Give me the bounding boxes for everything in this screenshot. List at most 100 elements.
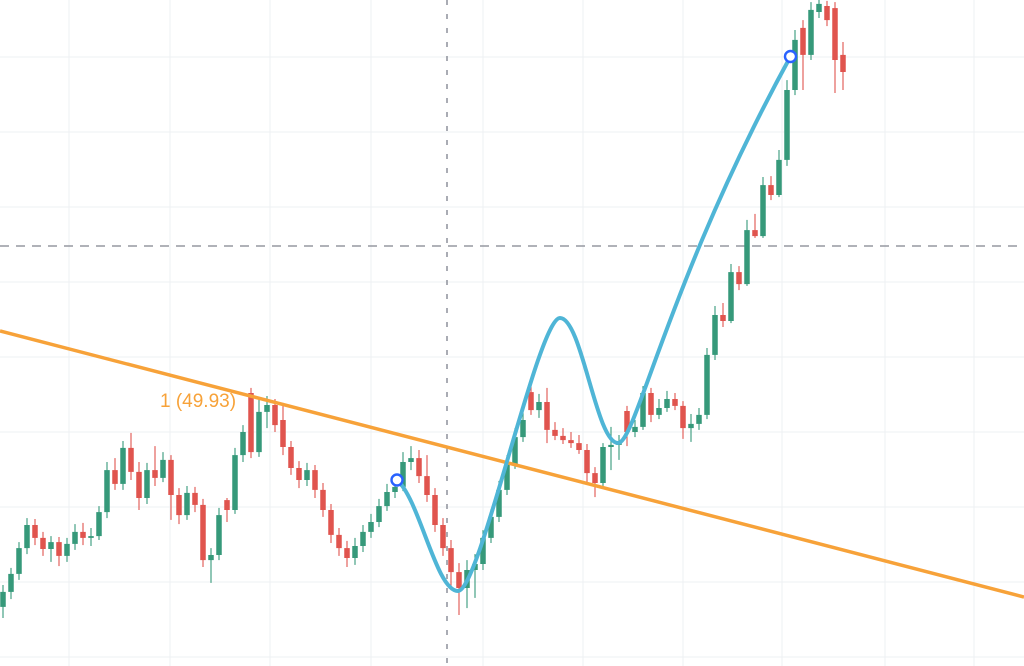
candle-down xyxy=(544,387,550,444)
candle-down xyxy=(136,462,142,510)
candle-up xyxy=(96,506,102,540)
candle-up xyxy=(704,348,710,420)
candle-up xyxy=(88,528,94,546)
trendline-label[interactable]: 1 (49.93) xyxy=(160,391,236,412)
candle-up xyxy=(632,420,638,438)
candle-down xyxy=(200,498,206,567)
candle-down xyxy=(424,455,430,502)
candle-up xyxy=(104,462,110,519)
candle-up xyxy=(376,498,382,528)
candle-down xyxy=(32,519,38,546)
candle-down xyxy=(432,488,438,532)
candle-down xyxy=(224,498,230,522)
candle-down xyxy=(824,0,830,27)
candle-up xyxy=(72,524,78,550)
candle-up xyxy=(384,483,390,511)
candle-up xyxy=(616,435,622,460)
candle-up xyxy=(816,0,822,18)
candle-down xyxy=(448,540,454,591)
candle-down xyxy=(280,402,286,456)
candle-down xyxy=(840,42,846,90)
candle-up xyxy=(728,264,734,324)
candle-up xyxy=(160,452,166,483)
candle-down xyxy=(248,387,254,459)
candle-down xyxy=(176,488,182,525)
candle-down xyxy=(320,483,326,517)
candle-up xyxy=(808,2,814,60)
candle-up xyxy=(8,567,14,600)
candle-down xyxy=(328,504,334,543)
candle-up xyxy=(208,548,214,583)
candle-down xyxy=(736,266,742,291)
candle-down xyxy=(832,2,838,93)
candle-down xyxy=(152,446,158,486)
candle-up xyxy=(792,30,798,96)
trendline[interactable] xyxy=(0,329,1024,599)
candle-up xyxy=(216,507,222,561)
candle-up xyxy=(656,399,662,420)
curve-anchor-end[interactable] xyxy=(783,49,798,64)
candle-up xyxy=(240,425,246,462)
candle-up xyxy=(696,408,702,430)
candle-down xyxy=(40,531,46,556)
candle-up xyxy=(120,441,126,490)
candle-down xyxy=(624,405,630,447)
candle-up xyxy=(304,462,310,486)
candle-down xyxy=(128,432,134,480)
curve-path[interactable] xyxy=(395,54,793,594)
candle-up xyxy=(64,537,70,562)
candle-down xyxy=(336,528,342,556)
candle-down xyxy=(568,432,574,448)
candle-down xyxy=(344,540,350,567)
candle-down xyxy=(800,20,806,90)
curve-anchor-start[interactable] xyxy=(390,473,404,487)
candle-down xyxy=(560,428,566,444)
candle-down xyxy=(440,518,446,556)
candle-down xyxy=(672,393,678,411)
candle-up xyxy=(688,414,694,442)
candle-up xyxy=(184,486,190,520)
candles-layer xyxy=(0,0,846,618)
candle-down xyxy=(168,455,174,520)
candle-down xyxy=(312,465,318,498)
candle-down xyxy=(752,213,758,238)
candle-up xyxy=(256,398,262,457)
candle-up xyxy=(520,410,526,442)
candle-up xyxy=(408,446,414,471)
candle-down xyxy=(416,450,422,483)
candle-up xyxy=(16,542,22,580)
candle-up xyxy=(352,537,358,565)
candle-down xyxy=(720,303,726,327)
curve-drawing[interactable] xyxy=(390,49,798,594)
candle-down xyxy=(648,387,654,423)
trendline-drawing[interactable]: 1 (49.93) xyxy=(0,329,1024,599)
candle-up xyxy=(0,585,6,618)
candle-up xyxy=(24,518,30,555)
candle-up xyxy=(608,426,614,471)
candle-down xyxy=(528,386,534,415)
candle-down xyxy=(552,422,558,441)
candle-up xyxy=(776,150,782,198)
candle-up xyxy=(664,390,670,412)
candle-up xyxy=(536,393,542,418)
candle-up xyxy=(712,306,718,360)
candle-down xyxy=(112,458,118,490)
candle-up xyxy=(144,462,150,504)
candle-down xyxy=(288,441,294,475)
candle-down xyxy=(80,522,86,546)
candle-down xyxy=(576,435,582,454)
candle-down xyxy=(584,444,590,483)
candle-down xyxy=(56,537,62,567)
candle-down xyxy=(272,399,278,432)
candle-down xyxy=(296,461,302,489)
candle-up xyxy=(760,177,766,238)
candle-up xyxy=(360,525,366,552)
candle-down xyxy=(768,176,774,201)
candle-down xyxy=(592,467,598,498)
candle-up xyxy=(48,536,54,562)
candle-up xyxy=(744,219,750,286)
